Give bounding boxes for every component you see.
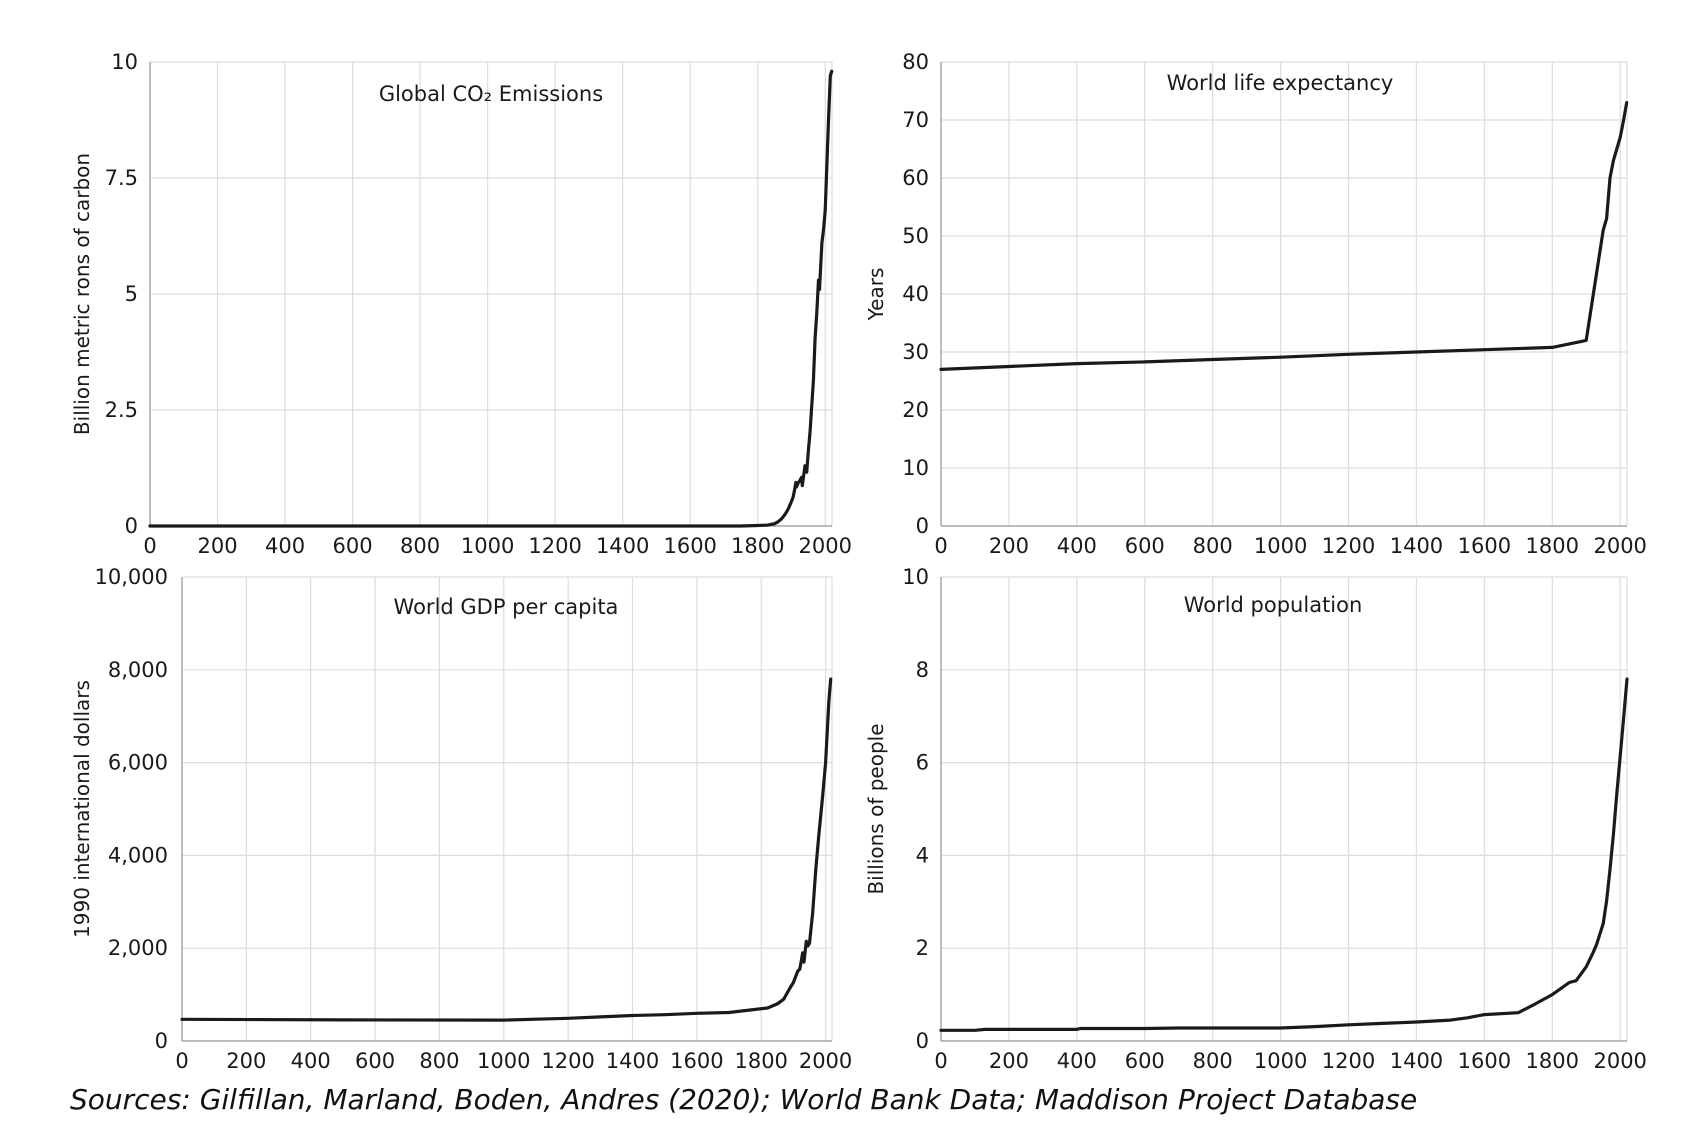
x-tick-label: 200: [226, 1049, 266, 1073]
x-tick-label: 1000: [461, 534, 514, 558]
x-tick-label: 0: [175, 1049, 188, 1073]
source-note: Sources: Gilfillan, Marland, Boden, Andr…: [70, 1083, 1418, 1116]
x-tick-label: 1800: [731, 534, 784, 558]
x-tick-label: 1600: [1458, 1049, 1511, 1073]
y-tick-label: 30: [902, 340, 929, 364]
chart-panel-3: 0 200 400 600 800 1000 1200 1400 1600 1800 2000 0 2,…: [70, 565, 852, 1073]
x-tick-label: 400: [265, 534, 305, 558]
y-tick-label: 40: [902, 282, 929, 306]
y-tick-label: 70: [902, 108, 929, 132]
x-tick-label: 200: [989, 534, 1029, 558]
y-tick-label: 2: [916, 936, 929, 960]
series-line: [180, 677, 833, 1022]
y-tick-label: 20: [902, 398, 929, 422]
x-tick-label: 0: [934, 1049, 947, 1073]
x-tick-label: 1800: [1526, 534, 1579, 558]
x-tick-label: 1200: [528, 534, 581, 558]
x-tick-label: 2000: [1593, 1049, 1646, 1073]
series-line: [939, 677, 1629, 1032]
chart-panel-1: 0 200 400 600 800 1000 1200 1400 1600 1800 2000 0 2.…: [70, 50, 852, 558]
x-tick-label: 1200: [1322, 1049, 1375, 1073]
y-axis-label: Billions of people: [864, 723, 888, 894]
x-tick-label: 0: [934, 534, 947, 558]
y-tick-label: 0: [916, 514, 929, 538]
x-tick-label: 400: [1057, 1049, 1097, 1073]
y-tick-label: 4,000: [108, 843, 168, 867]
series-line: [148, 69, 834, 528]
chart-title: Global CO₂ Emissions: [379, 82, 603, 106]
x-tick-label: 0: [143, 534, 156, 558]
x-tick-label: 2000: [799, 534, 852, 558]
x-tick-label: 2000: [799, 1049, 852, 1073]
y-tick-label: 0: [155, 1029, 168, 1053]
x-tick-label: 1400: [1390, 534, 1443, 558]
y-tick-label: 50: [902, 224, 929, 248]
x-tick-label: 800: [400, 534, 440, 558]
x-tick-label: 600: [1125, 534, 1165, 558]
x-tick-label: 1000: [1254, 1049, 1307, 1073]
x-tick-label: 1400: [606, 1049, 659, 1073]
y-axis-label: Billion metric rons of carbon: [70, 153, 94, 435]
x-tick-label: 1400: [1390, 1049, 1443, 1073]
x-tick-label: 600: [1125, 1049, 1165, 1073]
x-tick-label: 1400: [596, 534, 649, 558]
y-axis-label: 1990 international dollars: [70, 680, 94, 938]
x-tick-label: 1600: [670, 1049, 723, 1073]
y-tick-label: 4: [916, 843, 929, 867]
x-tick-label: 600: [333, 534, 373, 558]
x-tick-label: 1200: [541, 1049, 594, 1073]
y-tick-label: 10,000: [95, 565, 168, 589]
y-tick-label: 10: [902, 565, 929, 589]
x-tick-label: 1800: [1526, 1049, 1579, 1073]
chart-panel-4: 0 200 400 600 800 1000 1200 1400 1600 1800 2000 0 2 4…: [864, 565, 1647, 1073]
x-tick-label: 1200: [1322, 534, 1375, 558]
chart-title: World population: [1184, 593, 1363, 617]
y-tick-label: 2.5: [105, 398, 138, 422]
x-tick-label: 200: [197, 534, 237, 558]
y-tick-label: 60: [902, 166, 929, 190]
y-axis-label: Years: [864, 268, 888, 322]
y-tick-label: 10: [902, 456, 929, 480]
x-tick-label: 600: [355, 1049, 395, 1073]
series-line: [939, 100, 1629, 371]
y-tick-label: 80: [902, 50, 929, 74]
y-tick-label: 8: [916, 658, 929, 682]
y-tick-label: 6,000: [108, 751, 168, 775]
chart-title: World GDP per capita: [394, 595, 619, 619]
x-tick-label: 1000: [1254, 534, 1307, 558]
y-tick-label: 8,000: [108, 658, 168, 682]
y-tick-label: 2,000: [108, 936, 168, 960]
x-tick-label: 800: [419, 1049, 459, 1073]
x-tick-label: 1000: [477, 1049, 530, 1073]
y-tick-label: 5: [125, 282, 138, 306]
chart-panel-2: 0 200 400 600 800 1000 1200 1400 1600 1800 2000 0 10…: [864, 50, 1647, 558]
y-tick-label: 0: [916, 1029, 929, 1053]
x-tick-label: 1600: [1458, 534, 1511, 558]
x-tick-label: 2000: [1593, 534, 1646, 558]
x-tick-label: 400: [291, 1049, 331, 1073]
y-tick-label: 0: [125, 514, 138, 538]
x-tick-label: 200: [989, 1049, 1029, 1073]
x-tick-label: 800: [1193, 1049, 1233, 1073]
x-tick-label: 400: [1057, 534, 1097, 558]
x-tick-label: 800: [1193, 534, 1233, 558]
y-tick-label: 10: [111, 50, 138, 74]
x-tick-label: 1600: [663, 534, 716, 558]
chart-title: World life expectancy: [1167, 71, 1394, 95]
y-tick-label: 7.5: [105, 166, 138, 190]
x-tick-label: 1800: [734, 1049, 787, 1073]
y-tick-label: 6: [916, 751, 929, 775]
